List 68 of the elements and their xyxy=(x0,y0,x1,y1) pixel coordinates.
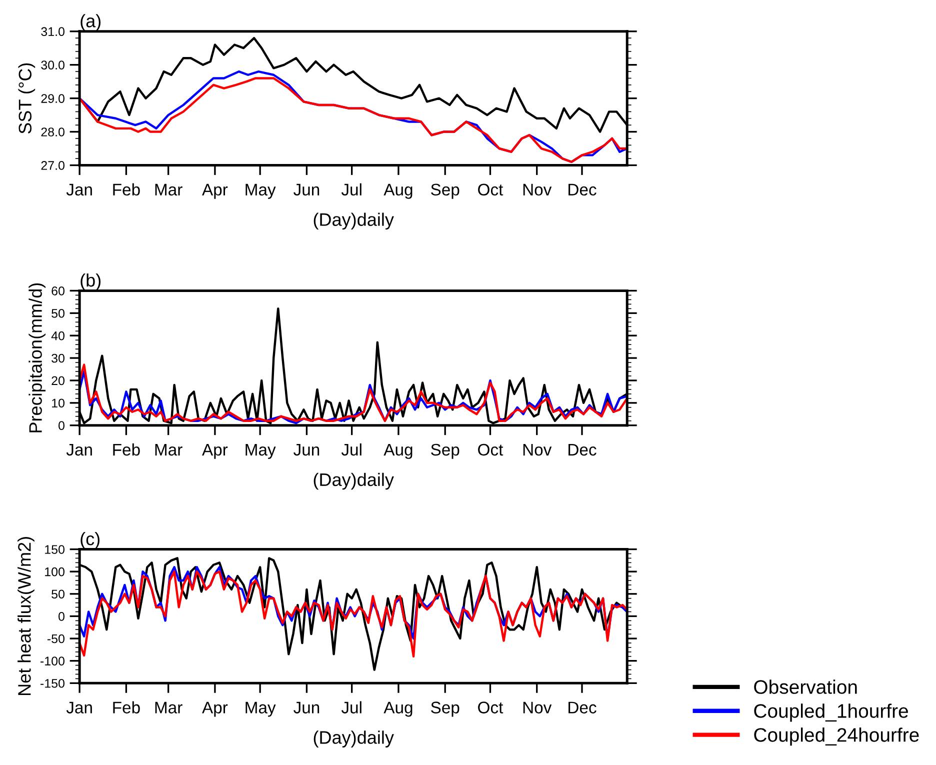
x-tick-label: Jul xyxy=(341,701,362,714)
x-tick-label: Oct xyxy=(478,444,504,456)
y-tick-label: 27.0 xyxy=(41,161,64,170)
x-tick-label: Nov xyxy=(523,702,552,714)
x-tick-label: Jul xyxy=(341,183,362,196)
x-tick-label: Aug xyxy=(384,184,412,199)
x-tick-label: Jun xyxy=(294,184,320,196)
y-axis-title: Precipitaion(mm/d) xyxy=(28,283,46,432)
legend-label: Coupled_24hourfre xyxy=(754,728,919,746)
y-tick-label: 150 xyxy=(45,545,64,554)
y-axis-title: SST (°C) xyxy=(18,63,36,134)
x-tick-label: Sep xyxy=(431,444,460,459)
x-tick-label: May xyxy=(246,184,276,199)
y-tick-label: 30.0 xyxy=(41,60,64,70)
y-tick-label: 30 xyxy=(52,354,64,363)
x-tick-label: May xyxy=(246,702,276,717)
x-tick-label: Jan xyxy=(66,444,92,456)
x-tick-label: Oct xyxy=(478,184,504,196)
x-tick-label: Dec xyxy=(568,184,596,196)
y-tick-label: 0 xyxy=(58,421,64,430)
chart-title: (c) xyxy=(80,532,100,549)
x-tick-label: May xyxy=(246,444,276,459)
y-tick-label: 28.0 xyxy=(41,128,64,136)
y-tick-label: 20 xyxy=(52,376,64,386)
y-tick-label: 100 xyxy=(45,567,64,576)
line-series xyxy=(80,570,628,658)
x-tick-label: Apr xyxy=(202,444,228,459)
x-tick-label: Jan xyxy=(66,702,92,714)
y-tick-label: -100 xyxy=(40,656,64,666)
y-tick-label: 29.0 xyxy=(41,94,64,103)
y-tick-label: 10 xyxy=(52,398,64,408)
y-tick-label: -150 xyxy=(40,678,64,688)
x-tick-label: Apr xyxy=(202,184,228,199)
y-axis-title: Net heat flux(W/m2) xyxy=(18,537,34,695)
x-tick-label: Aug xyxy=(384,444,412,459)
y-tick-label: 40 xyxy=(51,331,64,340)
y-tick-label: 50 xyxy=(52,590,64,599)
x-tick-label: Jun xyxy=(294,444,320,456)
x-tick-label: Nov xyxy=(523,444,552,456)
x-tick-label: Dec xyxy=(568,444,596,456)
x-tick-label: Dec xyxy=(568,702,596,714)
x-tick-label: Jun xyxy=(294,702,320,714)
legend-label: Coupled_1hourfre xyxy=(754,704,908,722)
chart-title: (a) xyxy=(80,14,101,31)
x-tick-label: Oct xyxy=(478,702,504,714)
x-tick-label: Aug xyxy=(384,702,412,717)
x-tick-label: Feb xyxy=(113,701,140,714)
x-tick-label: Nov xyxy=(523,184,552,196)
x-tick-label: Jul xyxy=(341,443,362,456)
y-tick-label: 50 xyxy=(52,308,64,318)
x-tick-label: Feb xyxy=(113,443,140,456)
y-tick-label: 60 xyxy=(52,286,64,296)
x-tick-label: Jan xyxy=(66,184,92,196)
y-tick-label: 31.0 xyxy=(41,27,64,36)
x-tick-label: Sep xyxy=(431,184,460,199)
x-tick-label: Sep xyxy=(431,702,460,717)
legend-label: Observation xyxy=(754,680,857,694)
x-tick-label: Mar xyxy=(155,702,182,714)
x-tick-label: Apr xyxy=(202,702,228,717)
x-axis-title: (Day)daily xyxy=(314,212,394,230)
x-axis-title: (Day)daily xyxy=(314,730,394,748)
chart-title: (b) xyxy=(80,273,101,290)
y-tick-label: -50 xyxy=(47,634,64,644)
x-axis-title: (Day)daily xyxy=(314,472,394,490)
y-tick-label: 0 xyxy=(58,612,64,621)
x-tick-label: Mar xyxy=(155,184,182,196)
x-tick-label: Feb xyxy=(113,183,140,196)
x-tick-label: Mar xyxy=(155,444,182,456)
